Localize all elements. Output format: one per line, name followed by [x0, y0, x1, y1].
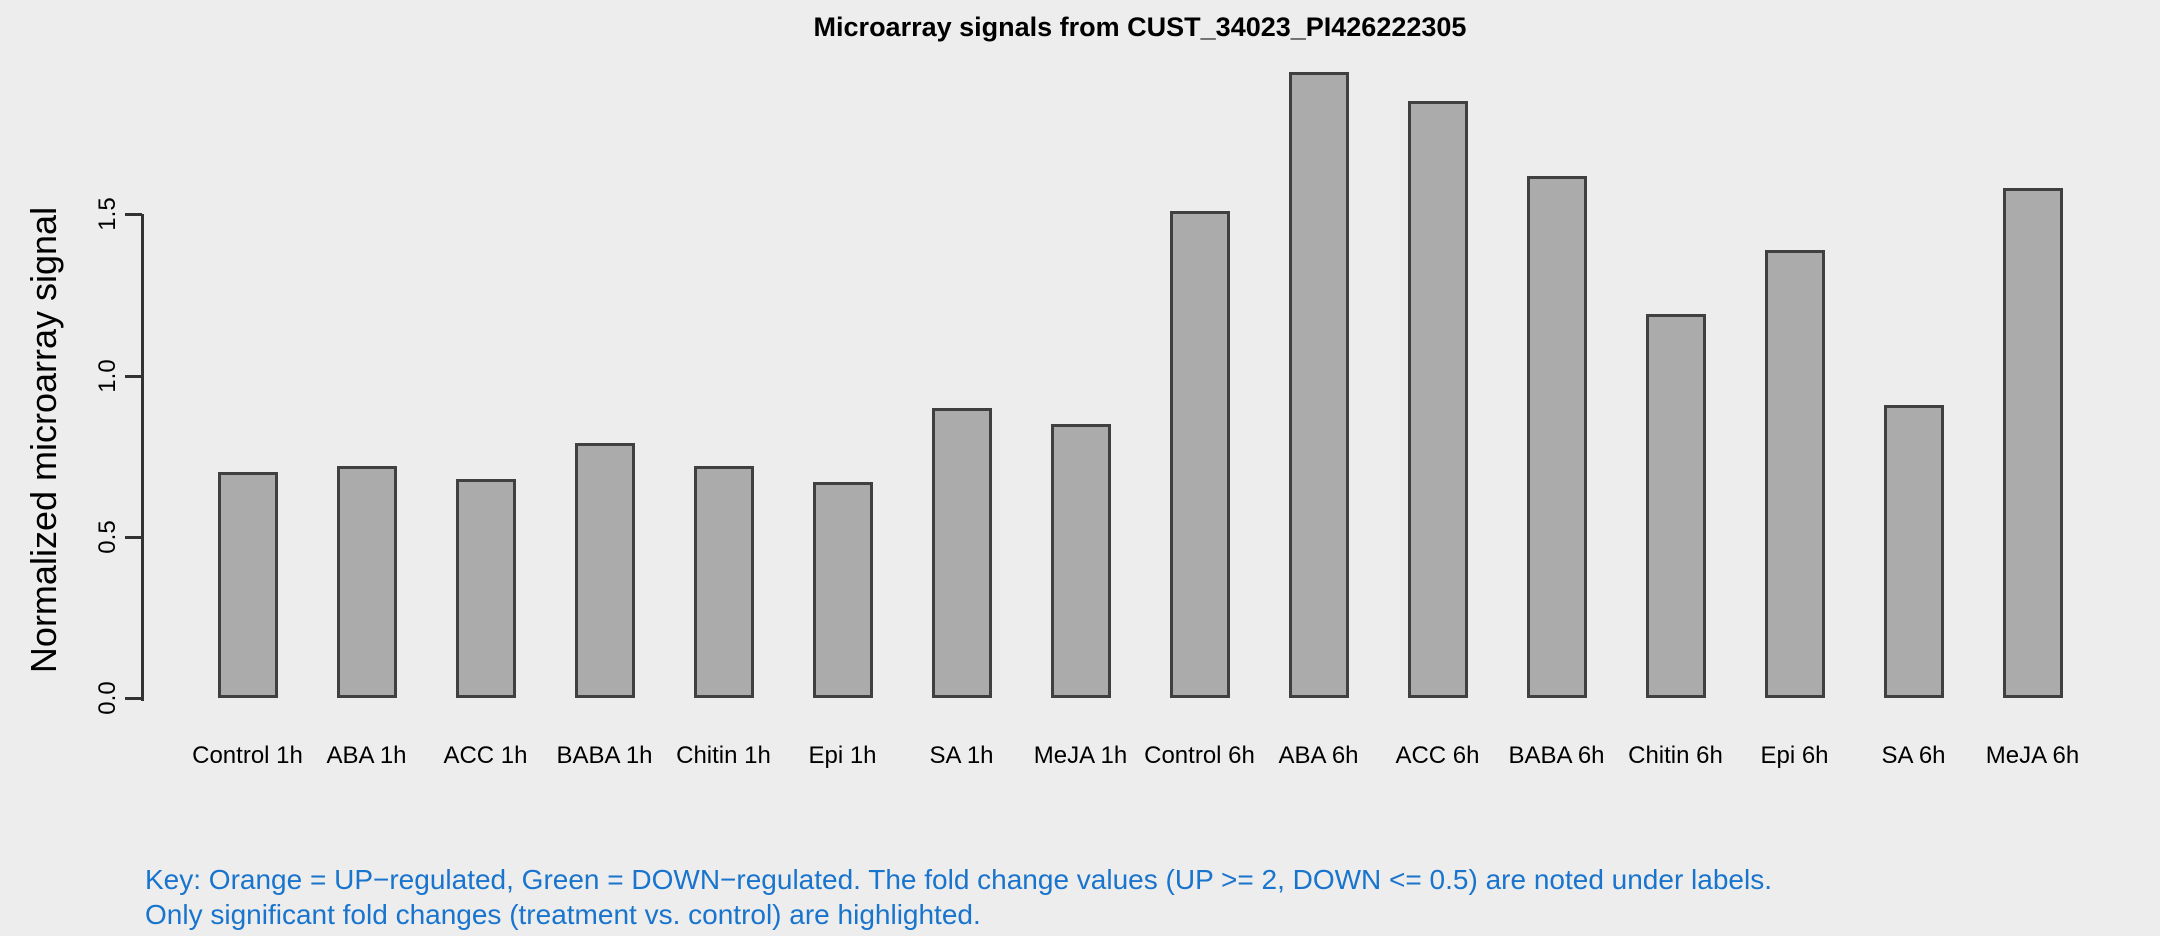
- key-caption-line2: Only significant fold changes (treatment…: [145, 899, 981, 930]
- x-axis-labels: Control 1h ABA 1h ACC 1h BABA 1h Chitin 1h Ep…: [188, 742, 2092, 770]
- bar-slot: [1378, 0, 1497, 698]
- bar-Control 1h: [217, 472, 278, 698]
- bar-Epi 1h: [812, 481, 873, 698]
- bars-area: [188, 0, 2092, 698]
- y-axis-tick-label: 0.5: [94, 520, 121, 554]
- bar-slot: [1497, 0, 1616, 698]
- x-axis-label: MeJA 6h: [1985, 742, 2080, 769]
- x-axis-label: ABA 6h: [1278, 742, 1359, 769]
- bar-slot: [783, 0, 902, 698]
- x-axis-label: Epi 6h: [1760, 742, 1829, 769]
- bar-slot: [545, 0, 664, 698]
- bar-ACC 6h: [1407, 101, 1468, 698]
- x-axis-label: MeJA 1h: [1033, 742, 1128, 769]
- y-axis-tick: [125, 697, 142, 700]
- x-axis-label: ACC 1h: [443, 742, 528, 769]
- bar-Chitin 1h: [693, 465, 754, 698]
- bar-ACC 1h: [455, 478, 516, 698]
- x-axis-label: Control 6h: [1144, 742, 1255, 769]
- y-axis-tick: [125, 535, 142, 539]
- x-axis-label: Chitin 1h: [676, 742, 771, 769]
- bar-slot: [1140, 0, 1259, 698]
- bar-slot: [1973, 0, 2092, 698]
- bar-MeJA 6h: [2002, 188, 2063, 698]
- bar-ABA 6h: [1288, 72, 1349, 698]
- bar-slot: [188, 0, 307, 698]
- bar-slot: [1259, 0, 1378, 698]
- y-axis-label: Normalized microarray signal: [23, 206, 64, 674]
- bar-SA 6h: [1883, 404, 1944, 698]
- y-axis-tick-label: 1.5: [94, 197, 121, 231]
- bar-slot: [1735, 0, 1854, 698]
- x-axis-label: BABA 1h: [556, 742, 653, 769]
- bar-slot: [1616, 0, 1735, 698]
- bar-slot: [902, 0, 1021, 698]
- bar-ABA 1h: [336, 465, 397, 698]
- plot-title: Microarray signals from CUST_34023_PI426…: [813, 12, 1467, 42]
- y-axis-tick: [125, 213, 142, 217]
- y-axis-tick: [125, 374, 142, 378]
- x-axis-label: BABA 6h: [1508, 742, 1605, 769]
- bar-Epi 6h: [1764, 249, 1825, 698]
- bar-MeJA 1h: [1050, 423, 1111, 698]
- x-axis-label: Control 1h: [192, 742, 303, 769]
- x-axis-label: SA 6h: [1881, 742, 1946, 769]
- bar-slot: [307, 0, 426, 698]
- x-axis-label: Chitin 6h: [1628, 742, 1723, 769]
- bar-slot: [664, 0, 783, 698]
- bar-Chitin 6h: [1645, 314, 1706, 698]
- bar-slot: [1021, 0, 1140, 698]
- bar-SA 1h: [931, 407, 992, 698]
- y-axis-tick-label: 1.0: [94, 358, 121, 393]
- bar-Control 6h: [1169, 211, 1230, 698]
- bar-BABA 1h: [574, 443, 635, 698]
- y-axis-tick-label: 0.0: [94, 681, 121, 715]
- bar-slot: [1854, 0, 1973, 698]
- bar-slot: [426, 0, 545, 698]
- key-caption: Key: Orange = UP−regulated, Green = DOWN…: [145, 862, 1772, 932]
- bar-BABA 6h: [1526, 175, 1587, 698]
- y-axis-line: [141, 214, 144, 701]
- x-axis-label: ACC 6h: [1395, 742, 1480, 769]
- x-axis-label: SA 1h: [929, 742, 994, 769]
- x-axis-label: ABA 1h: [326, 742, 407, 769]
- x-axis-label: Epi 1h: [808, 742, 877, 769]
- key-caption-line1: Key: Orange = UP−regulated, Green = DOWN…: [145, 864, 1772, 895]
